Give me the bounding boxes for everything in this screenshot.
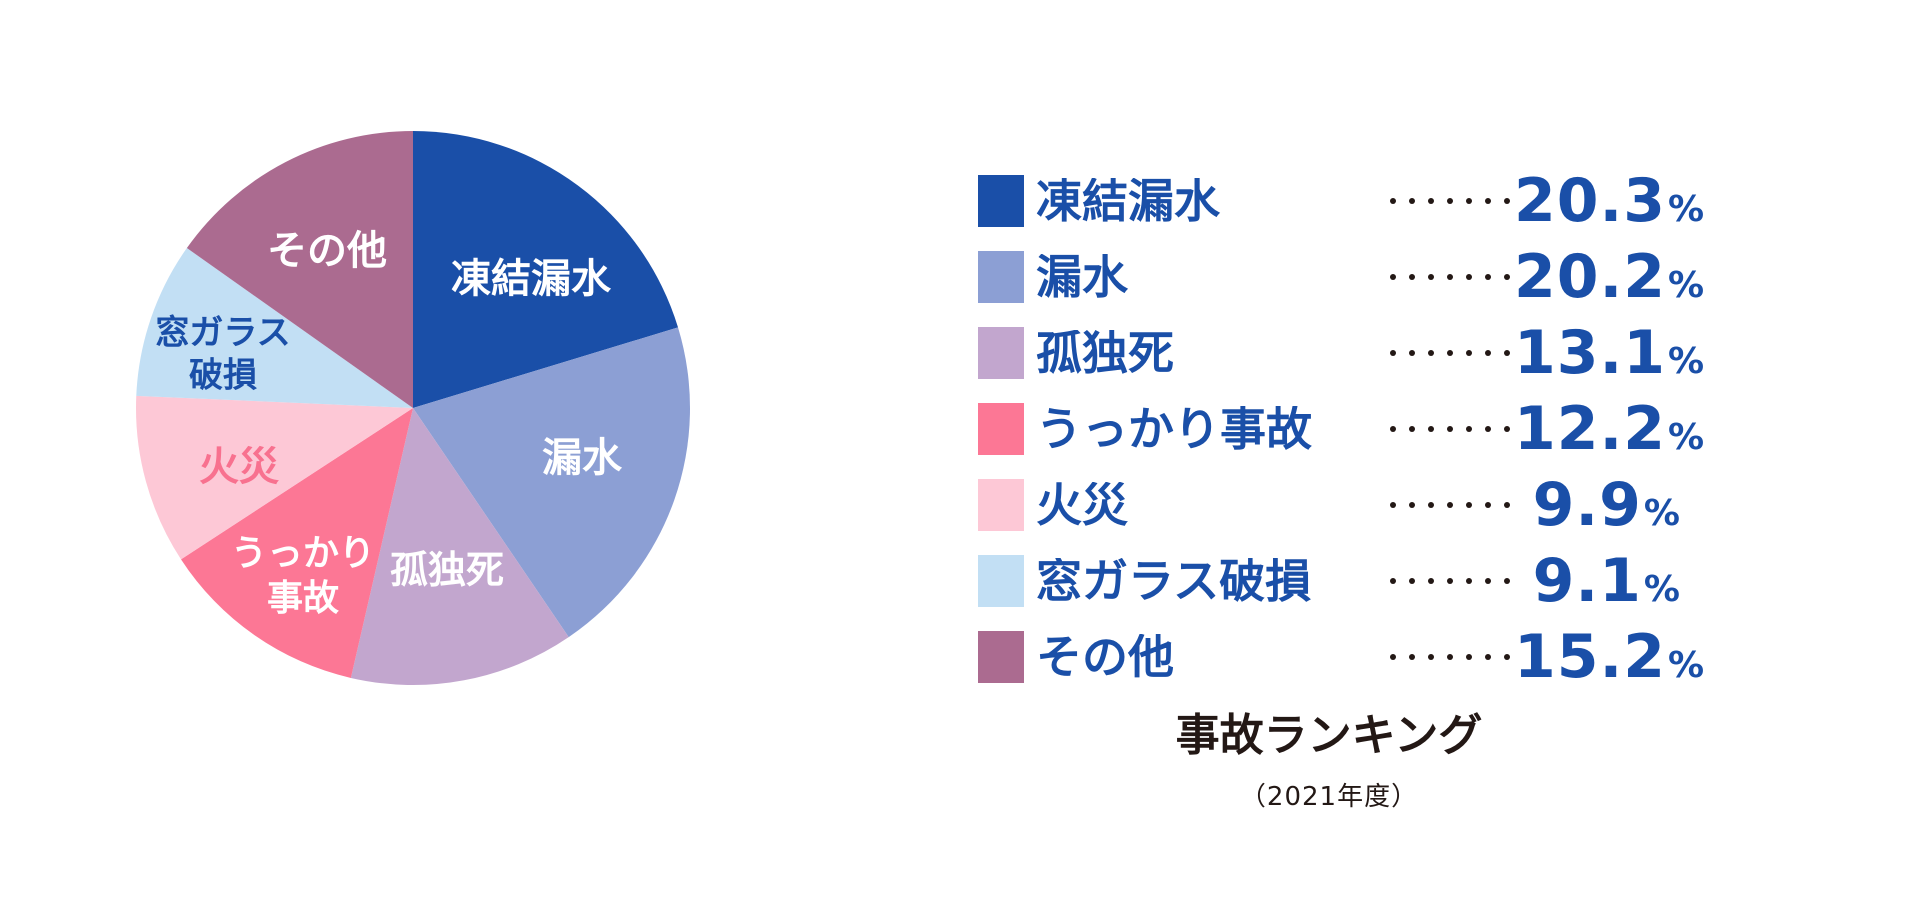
legend-item-label: その他 — [1036, 634, 1174, 680]
legend-item-value-cell: 15.2% — [1514, 627, 1704, 687]
legend-item-value: 9.9 — [1532, 470, 1642, 540]
legend-item-unit: % — [1643, 569, 1680, 610]
pie-chart-container: 凍結漏水漏水孤独死 うっかり 事故 火災 窓ガラス 破損 その他 — [93, 88, 733, 728]
legend-item-value: 9.1 — [1532, 546, 1642, 616]
pie-slice-label: 事故 — [267, 578, 339, 619]
pie-slice-label: 凍結漏水 — [451, 256, 612, 302]
legend-item-unit: % — [1668, 341, 1705, 382]
legend-item-label: 凍結漏水 — [1036, 178, 1220, 224]
pie-slice-label: 孤独死 — [390, 548, 504, 592]
legend-item: 火災 9.9% — [978, 467, 1680, 543]
pie-slice — [136, 395, 413, 560]
legend-color-chip — [978, 327, 1024, 379]
legend-item: うっかり事故 12.2% — [978, 391, 1704, 467]
pie-slice — [181, 408, 413, 678]
pie-slice — [350, 408, 569, 685]
legend-color-chip — [978, 555, 1024, 607]
legend-item-value: 20.3 — [1514, 166, 1667, 236]
pie-slice-label: その他 — [267, 228, 387, 274]
pie-slice — [413, 131, 679, 408]
pie-slice — [186, 131, 413, 408]
legend-item-label: 窓ガラス破損 — [1036, 558, 1312, 604]
legend-item-unit: % — [1668, 265, 1705, 306]
pie-slice-label: うっかり — [231, 533, 375, 574]
legend-leader-dots — [1368, 426, 1514, 432]
legend-leader-dots — [1368, 578, 1514, 584]
pie-slice-label: 漏水 — [542, 435, 623, 481]
legend-item-value: 20.2 — [1514, 242, 1667, 312]
title-block: 事故ランキング （2021年度） — [978, 710, 1680, 813]
pie-slice-label: 窓ガラス — [155, 313, 290, 353]
legend-leader-dots — [1368, 502, 1514, 508]
legend-color-chip — [978, 251, 1024, 303]
legend-item-label: 火災 — [1036, 482, 1128, 528]
legend-item-value: 12.2 — [1514, 394, 1667, 464]
legend-item: その他 15.2% — [978, 619, 1704, 695]
chart-title: 事故ランキング — [1175, 710, 1483, 761]
legend-item: 凍結漏水 20.3% — [978, 163, 1704, 239]
legend-leader-dots — [1368, 274, 1514, 280]
legend-item-unit: % — [1668, 645, 1705, 686]
legend-item-value: 13.1 — [1514, 318, 1667, 388]
legend-color-chip — [978, 631, 1024, 683]
legend-item-value-cell: 9.1% — [1514, 551, 1680, 611]
legend-leader-dots — [1368, 198, 1514, 204]
legend-item-value-cell: 12.2% — [1514, 399, 1704, 459]
legend-leader-dots — [1368, 654, 1514, 660]
legend-item-label: 漏水 — [1036, 254, 1128, 300]
legend-item-value: 15.2 — [1514, 622, 1667, 692]
legend-item-unit: % — [1668, 417, 1705, 458]
legend-color-chip — [978, 403, 1024, 455]
legend-item-unit: % — [1668, 189, 1705, 230]
pie-slice — [413, 327, 691, 638]
legend-item: 窓ガラス破損 9.1% — [978, 543, 1680, 619]
pie-slice — [136, 248, 413, 408]
legend: 凍結漏水 20.3% 漏水 20.2% 孤独死 13.1% うっかり事故 12.2% 火災 9.9… — [978, 163, 1704, 695]
pie-slice-label: 火災 — [199, 444, 279, 490]
legend-item-value-cell: 13.1% — [1514, 323, 1704, 383]
legend-item-unit: % — [1643, 493, 1680, 534]
legend-leader-dots — [1368, 350, 1514, 356]
legend-item-label: 孤独死 — [1036, 330, 1174, 376]
legend-item-value-cell: 20.3% — [1514, 171, 1704, 231]
legend-item-value-cell: 20.2% — [1514, 247, 1704, 307]
pie-slice-label: 破損 — [189, 355, 257, 395]
legend-item: 漏水 20.2% — [978, 239, 1704, 315]
legend-item-value-cell: 9.9% — [1514, 475, 1680, 535]
legend-color-chip — [978, 479, 1024, 531]
legend-item-label: うっかり事故 — [1036, 406, 1312, 452]
legend-color-chip — [978, 175, 1024, 227]
legend-item: 孤独死 13.1% — [978, 315, 1704, 391]
chart-subtitle: （2021年度） — [1239, 782, 1419, 813]
